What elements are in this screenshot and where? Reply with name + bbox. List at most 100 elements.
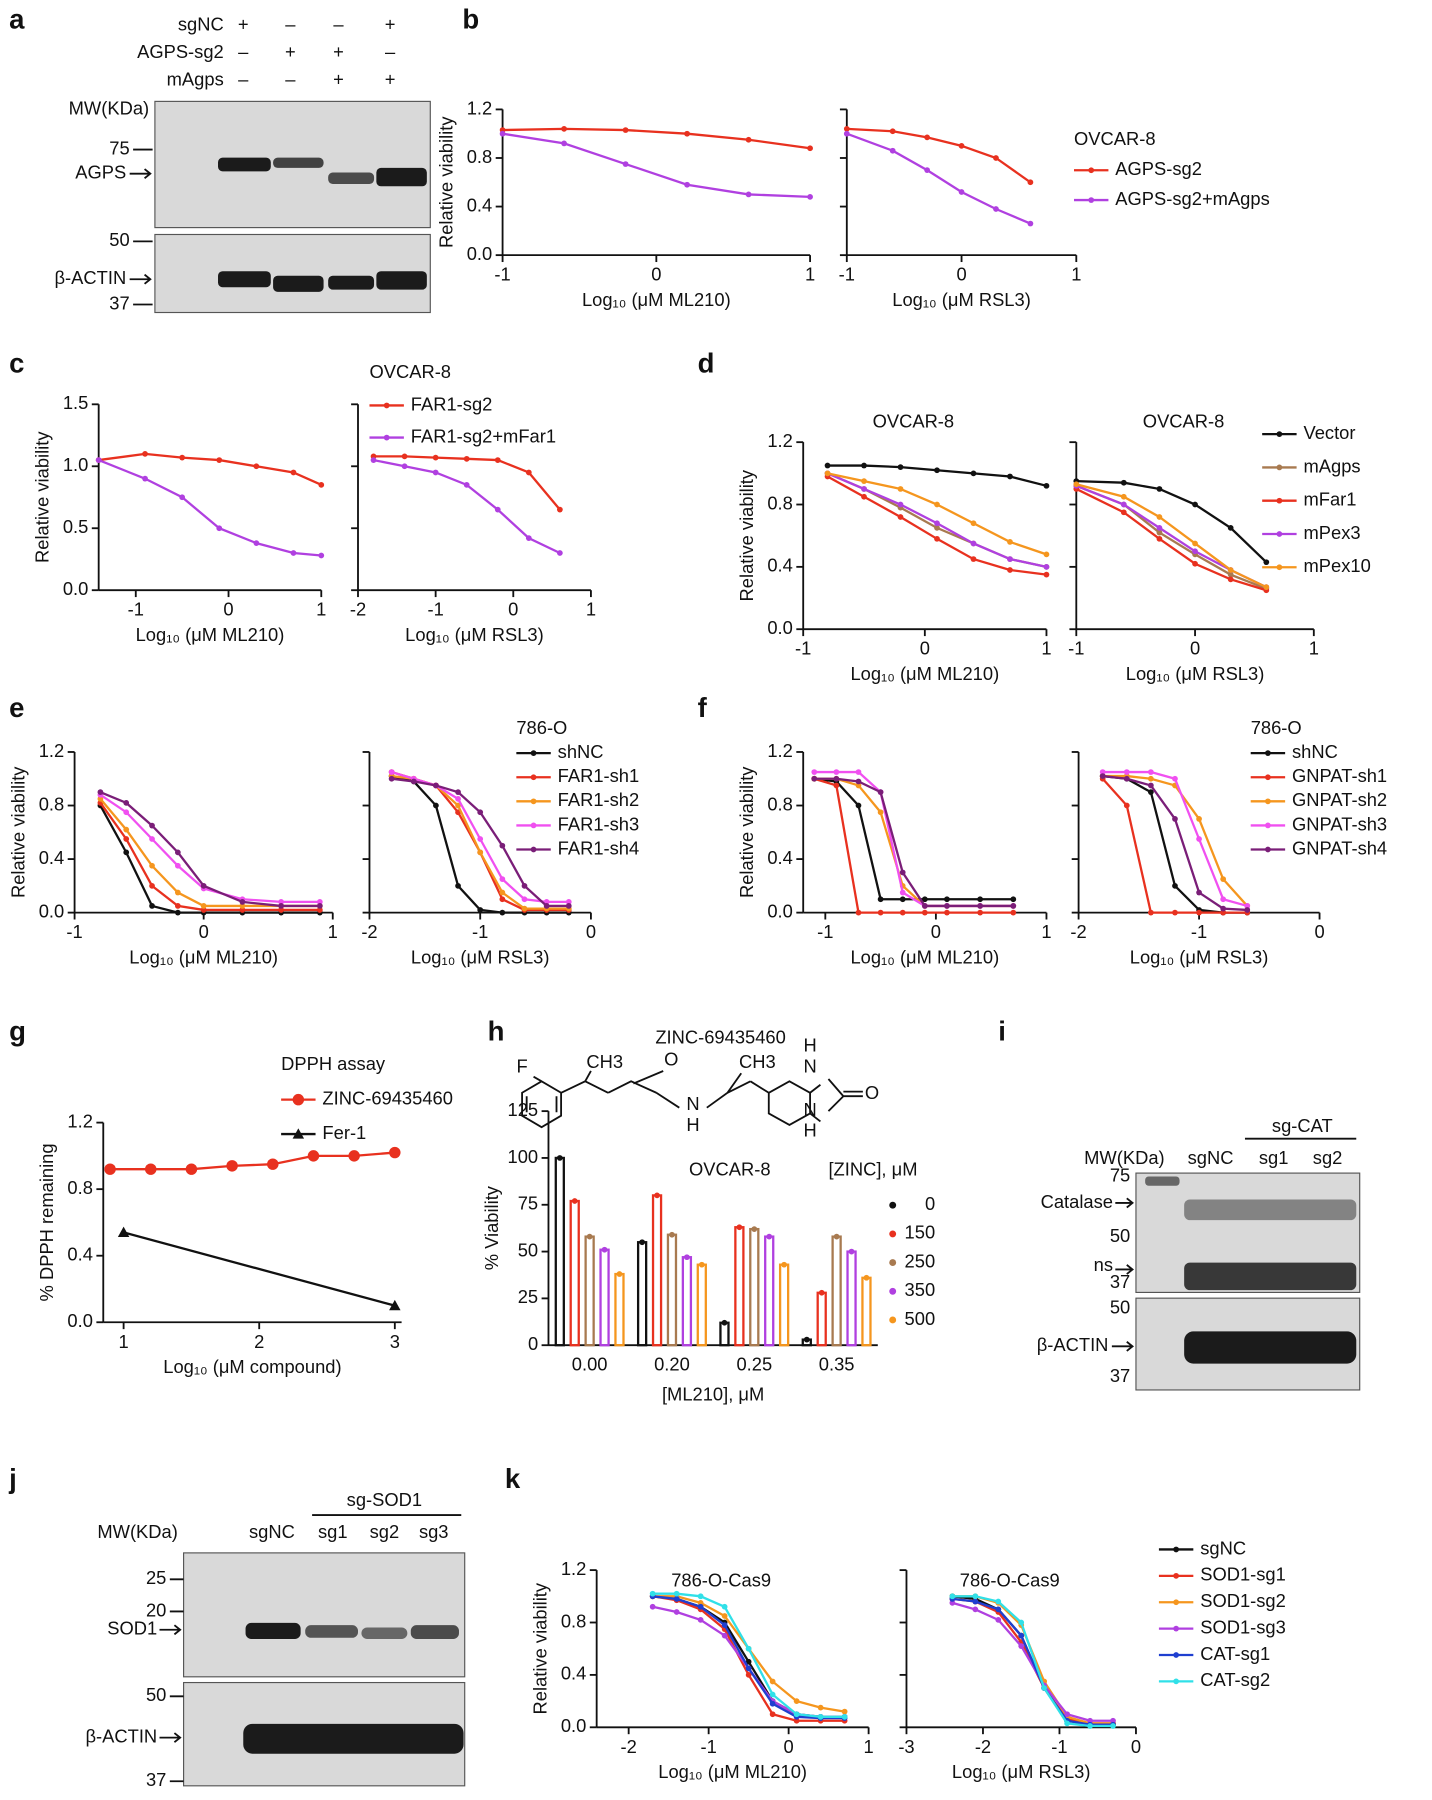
point xyxy=(401,463,408,470)
sign: – xyxy=(238,69,249,90)
y-tick-label: 25 xyxy=(518,1286,538,1307)
point xyxy=(149,882,155,889)
point xyxy=(123,809,130,816)
legend-label: 150 xyxy=(905,1222,936,1243)
point xyxy=(958,189,965,195)
x-tick-label: 0 xyxy=(508,599,518,620)
series-line xyxy=(652,1592,845,1718)
point xyxy=(921,909,928,916)
bar-point xyxy=(601,1246,608,1253)
point xyxy=(290,469,297,476)
bar xyxy=(696,1263,707,1347)
legend-marker xyxy=(1173,1572,1179,1579)
legend-marker xyxy=(530,822,537,829)
point xyxy=(899,909,906,916)
point xyxy=(1192,540,1198,547)
legend-marker xyxy=(889,1287,897,1295)
legend-label: CAT-sg1 xyxy=(1200,1643,1270,1664)
point xyxy=(185,1163,198,1175)
series-line xyxy=(99,793,320,904)
bar-point xyxy=(751,1226,758,1232)
point xyxy=(316,899,323,905)
point xyxy=(793,1698,800,1704)
point xyxy=(1043,482,1050,489)
legend-label: FAR1-sh2 xyxy=(558,789,640,810)
band xyxy=(218,271,271,288)
panel-letter: h xyxy=(488,1015,505,1046)
point xyxy=(1148,782,1154,789)
atom-label: H xyxy=(686,1114,699,1135)
point xyxy=(1043,571,1050,578)
y-tick-label: 1.2 xyxy=(467,97,493,118)
point xyxy=(833,769,840,775)
target: SOD1 xyxy=(107,1618,157,1639)
point xyxy=(958,142,965,149)
atom-label: N xyxy=(803,1099,816,1120)
legend-marker xyxy=(1088,197,1095,203)
point xyxy=(494,457,501,463)
x-tick-label: 1 xyxy=(586,599,596,620)
point xyxy=(1156,535,1163,542)
y-tick-label: 0.8 xyxy=(767,793,793,814)
point xyxy=(721,1632,728,1639)
bar-point xyxy=(833,1233,840,1240)
y-tick-label: 1.2 xyxy=(39,740,65,761)
legend-marker xyxy=(889,1259,897,1267)
point xyxy=(824,470,831,477)
legend-label: CAT-sg2 xyxy=(1200,1669,1270,1690)
x-tick-label: -1 xyxy=(472,921,488,942)
point xyxy=(1148,775,1154,782)
point xyxy=(855,778,862,785)
series-line xyxy=(814,770,1014,908)
point xyxy=(410,778,417,785)
marker-tick xyxy=(133,148,153,306)
lane-label: sg1 xyxy=(1259,1147,1289,1168)
legend-label: 500 xyxy=(905,1308,936,1329)
point xyxy=(278,903,284,909)
point xyxy=(833,782,840,789)
legend-marker xyxy=(1088,167,1095,174)
x-tick-label: 0 xyxy=(1131,1736,1141,1757)
legend-marker xyxy=(1265,750,1271,756)
point xyxy=(1220,909,1227,916)
legend-label: 0 xyxy=(925,1193,935,1214)
point xyxy=(149,862,155,869)
point xyxy=(278,899,284,905)
y-tick-label: 1.5 xyxy=(63,392,89,413)
point xyxy=(861,493,867,500)
legend-marker xyxy=(383,434,390,441)
mw-marker: 50 xyxy=(146,1684,166,1705)
point xyxy=(1120,509,1127,516)
bar-point xyxy=(781,1261,787,1268)
point xyxy=(389,1299,401,1311)
x-tick-label: 0 xyxy=(920,638,930,659)
structure-skeleton xyxy=(521,1070,863,1129)
legend-label: GNPAT-sh3 xyxy=(1292,813,1387,834)
point xyxy=(432,454,439,461)
chart-title: 786-O-Cas9 xyxy=(960,1569,1060,1590)
y-tick-label: 0.4 xyxy=(467,194,493,215)
point xyxy=(1196,889,1202,896)
point xyxy=(216,525,223,532)
series-line xyxy=(1102,774,1248,912)
point xyxy=(117,1226,130,1238)
legend-label: mFar1 xyxy=(1303,489,1356,510)
point xyxy=(521,896,528,903)
blot-a: sgNC AGPS-sg2 mAgps MW(KDa) 75 50 37 AGP… xyxy=(55,13,431,313)
lane-label: sg3 xyxy=(419,1521,449,1542)
legend-marker xyxy=(1173,1678,1179,1685)
series-line xyxy=(952,1597,1114,1726)
target: ns xyxy=(1094,1254,1113,1275)
ladder xyxy=(1145,1176,1180,1186)
marker-tick xyxy=(169,1578,184,1783)
mw-label: MW(KDa) xyxy=(1084,1147,1165,1168)
point xyxy=(855,909,862,916)
bar xyxy=(749,1227,760,1347)
point xyxy=(1227,567,1234,573)
target: Catalase xyxy=(1041,1191,1113,1212)
panel-letter: d xyxy=(698,348,715,379)
point xyxy=(1041,1685,1048,1691)
chart-title: OVCAR-8 xyxy=(1143,411,1225,432)
point xyxy=(811,769,818,775)
point xyxy=(144,1163,157,1175)
